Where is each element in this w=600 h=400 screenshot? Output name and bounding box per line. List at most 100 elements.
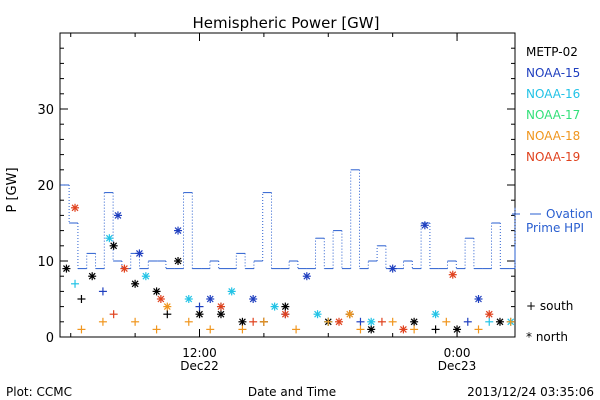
- y-axis-ticks: 0 10 20 30: [37, 47, 515, 346]
- north-marker: [367, 325, 376, 334]
- north-marker: [485, 310, 494, 319]
- north-marker: [120, 264, 129, 273]
- north-marker: [105, 234, 114, 243]
- north-marker: [270, 302, 279, 311]
- south-marker: [98, 287, 107, 296]
- x-tick-time: 0:00: [444, 346, 471, 360]
- legend: METP-02 NOAA-15 NOAA-16 NOAA-17 NOAA-18 NOAA-…: [512, 45, 593, 344]
- south-marker: [431, 325, 440, 334]
- series-noaa-15: [98, 211, 483, 326]
- south-marker: [195, 302, 204, 311]
- series-noaa-18: [77, 302, 515, 334]
- series-noaa-19: [71, 203, 494, 334]
- south-marker: [77, 325, 86, 334]
- south-marker: [410, 325, 419, 334]
- legend-entry-noaa-16: NOAA-16: [526, 87, 580, 101]
- south-marker: [77, 295, 86, 303]
- x-axis-label: Date and Time: [248, 385, 336, 399]
- south-marker: [442, 317, 451, 326]
- north-marker: [71, 203, 80, 212]
- legend-entry-noaa-15: NOAA-15: [526, 66, 580, 80]
- south-marker: [152, 325, 161, 334]
- north-marker: [453, 325, 462, 334]
- south-marker: [109, 310, 118, 319]
- north-marker: [238, 317, 247, 326]
- north-marker: [335, 317, 344, 326]
- north-marker: [399, 325, 408, 334]
- x-tick-time: 12:00: [182, 346, 217, 360]
- north-marker: [313, 310, 322, 319]
- north-marker: [302, 272, 311, 281]
- series-metp-02: [62, 241, 504, 334]
- north-marker: [156, 295, 165, 303]
- plot-frame: [59, 32, 516, 338]
- south-marker: [71, 279, 80, 288]
- y-tick-label: 10: [37, 255, 54, 270]
- north-marker: [345, 310, 354, 319]
- plot-timestamp: 2013/12/24 03:35:06: [467, 385, 594, 399]
- north-marker: [184, 295, 193, 303]
- north-marker: [216, 310, 225, 319]
- south-marker: [474, 325, 483, 334]
- north-marker: [62, 264, 71, 273]
- ovation-legend-label: Ovation: [546, 207, 593, 221]
- north-marker: [367, 317, 376, 326]
- north-marker: [88, 272, 97, 281]
- x-axis-ticks: 12:00Dec210:00Dec2212:00Dec220:00Dec2312…: [70, 33, 477, 373]
- north-marker: [163, 302, 172, 311]
- y-tick-label: 30: [37, 103, 54, 118]
- north-marker: [249, 295, 258, 303]
- north-marker: [174, 257, 183, 265]
- north-marker: [109, 241, 118, 250]
- north-marker: [131, 279, 140, 288]
- north-marker: [281, 310, 290, 319]
- marker-legend-south: + south: [526, 299, 573, 313]
- north-marker: [448, 270, 457, 279]
- north-marker: [474, 295, 483, 303]
- south-marker: [259, 317, 268, 326]
- north-marker: [431, 310, 440, 319]
- north-marker: [135, 249, 144, 258]
- legend-entry-noaa-19: NOAA-19: [526, 150, 580, 164]
- north-marker: [141, 272, 150, 281]
- south-marker: [98, 317, 107, 326]
- ovation-hpi-line: [60, 169, 516, 270]
- marker-legend-north: * north: [526, 330, 568, 344]
- north-marker: [410, 317, 419, 326]
- north-marker: [388, 264, 397, 273]
- south-marker: [292, 325, 301, 334]
- y-tick-label: 0: [46, 331, 54, 346]
- chart-title: Hemispheric Power [GW]: [193, 14, 380, 32]
- south-marker: [485, 317, 494, 326]
- north-marker: [281, 302, 290, 311]
- legend-entry-noaa-18: NOAA-18: [526, 129, 580, 143]
- south-marker: [131, 317, 140, 326]
- legend-entry-metp-02: METP-02: [526, 45, 578, 59]
- plot-credit: Plot: CCMC: [6, 385, 72, 399]
- south-marker: [356, 325, 365, 334]
- north-marker: [420, 221, 429, 230]
- x-tick-date: Dec22: [180, 359, 219, 373]
- y-axis-label: P [GW]: [5, 167, 20, 212]
- x-tick-date: Dec23: [438, 359, 477, 373]
- north-marker: [195, 310, 204, 319]
- south-marker: [324, 317, 333, 326]
- south-marker: [184, 317, 193, 326]
- south-marker: [356, 317, 365, 326]
- north-marker: [495, 317, 504, 326]
- north-marker: [174, 226, 183, 235]
- south-marker: [463, 317, 472, 326]
- legend-entry-noaa-17: NOAA-17: [526, 108, 580, 122]
- south-marker: [388, 317, 397, 326]
- south-marker: [249, 317, 258, 326]
- south-marker: [377, 317, 386, 326]
- data-series: [62, 203, 515, 334]
- north-marker: [152, 287, 161, 296]
- north-marker: [206, 295, 215, 303]
- north-marker: [227, 287, 236, 296]
- series-noaa-16: [71, 234, 515, 326]
- south-marker: [238, 325, 247, 334]
- south-marker: [163, 310, 172, 319]
- south-marker: [206, 325, 215, 334]
